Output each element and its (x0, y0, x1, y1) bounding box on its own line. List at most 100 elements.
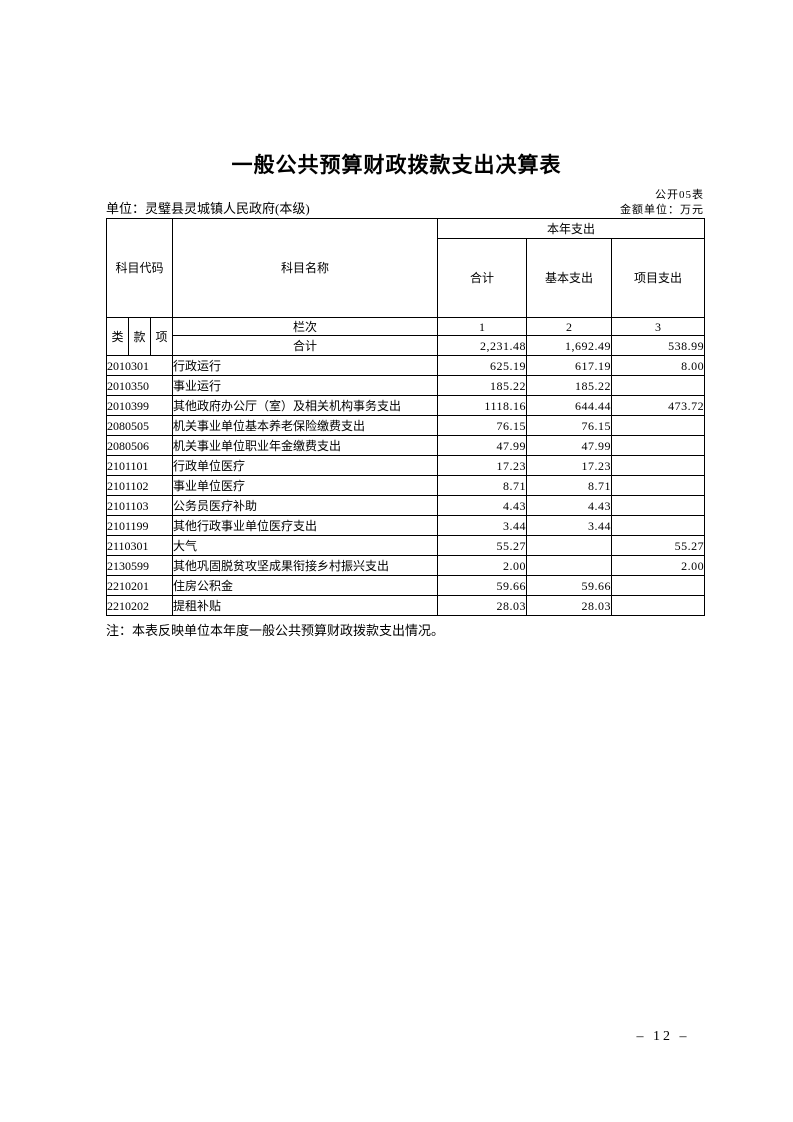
project-amount-cell (611, 435, 706, 456)
table-row: 2110301 大气 55.27 55.27 (105, 535, 706, 556)
subject-name-cell: 提租补贴 (172, 595, 439, 616)
basic-amount-cell: 617.19 (526, 355, 613, 376)
table-row: 2101199 其他行政事业单位医疗支出 3.44 3.44 (105, 515, 706, 536)
table-row: 2010399 其他政府办公厅（室）及相关机构事务支出 1118.16 644.… (105, 395, 706, 416)
budget-table: 科目代码 科目名称 本年支出 合计 基本支出 项目支出 类 款 项 栏次 1 2… (105, 218, 706, 616)
amount-unit-label: 金额单位：万元 (620, 204, 704, 216)
total-amount-cell: 47.99 (437, 435, 528, 456)
subject-name-cell: 大气 (172, 535, 439, 556)
table-row: 2101103 公务员医疗补助 4.43 4.43 (105, 495, 706, 516)
project-amount-cell (611, 475, 706, 496)
project-amount-cell (611, 595, 706, 616)
project-amount-cell (611, 415, 706, 436)
basic-amount-cell (526, 535, 613, 556)
basic-amount-cell: 59.66 (526, 575, 613, 596)
grand-total-row: 合计 2,231.48 1,692.49 538.99 (107, 335, 706, 356)
project-amount-cell: 55.27 (611, 535, 706, 556)
subject-name-cell: 事业单位医疗 (172, 475, 439, 496)
item-header: 项 (149, 317, 174, 356)
project-amount-cell (611, 575, 706, 596)
total-amount-cell: 17.23 (437, 455, 528, 476)
total-amount-cell: 3.44 (437, 515, 528, 536)
basic-amount-cell: 47.99 (526, 435, 613, 456)
total-amount-cell: 4.43 (437, 495, 528, 516)
subject-code-cell: 2101101 (105, 455, 174, 476)
project-amount-cell: 8.00 (611, 355, 706, 376)
basic-amount-cell: 76.15 (526, 415, 613, 436)
subject-name-cell: 行政单位医疗 (172, 455, 439, 476)
subject-name-cell: 住房公积金 (172, 575, 439, 596)
table-row: 2210202 提租补贴 28.03 28.03 (105, 595, 706, 616)
total-amount-cell: 28.03 (437, 595, 528, 616)
subject-code-header: 科目代码 (105, 218, 174, 318)
class-header: 类 (106, 317, 129, 356)
total-amount-cell: 55.27 (437, 535, 528, 556)
basic-amount-cell: 644.44 (526, 395, 613, 416)
subject-name-cell: 机关事业单位职业年金缴费支出 (172, 435, 439, 456)
table-row: 2080506 机关事业单位职业年金缴费支出 47.99 47.99 (105, 435, 706, 456)
grand-total-project-amount: 538.99 (611, 335, 706, 356)
grand-total-amount: 2,231.48 (437, 335, 528, 356)
subject-name-cell: 事业运行 (172, 375, 439, 396)
subject-code-cell: 2130599 (105, 555, 174, 576)
subject-name-cell: 行政运行 (172, 355, 439, 376)
table-row: 2101102 事业单位医疗 8.71 8.71 (105, 475, 706, 496)
project-amount-cell (611, 375, 706, 396)
total-amount-cell: 1118.16 (437, 395, 528, 416)
project-amount-cell: 473.72 (611, 395, 706, 416)
subject-code-cell: 2010301 (105, 355, 174, 376)
subject-code-cell: 2101102 (105, 475, 174, 496)
table-row: 2130599 其他巩固脱贫攻坚成果衔接乡村振兴支出 2.00 2.00 (105, 555, 706, 576)
total-amount-cell: 625.19 (437, 355, 528, 376)
header-row-sub: 合计 基本支出 项目支出 (107, 238, 706, 318)
subject-code-cell: 2210202 (105, 595, 174, 616)
meta-row: 单位：灵璧县灵城镇人民政府(本级) 金额单位：万元 (106, 198, 704, 217)
total-amount-cell: 2.00 (437, 555, 528, 576)
subject-code-cell: 2010399 (105, 395, 174, 416)
basic-amount-cell: 4.43 (526, 495, 613, 516)
total-amount-cell: 59.66 (437, 575, 528, 596)
column-index-label: 栏次 (172, 317, 439, 336)
basic-amount-cell: 185.22 (526, 375, 613, 396)
grand-total-label: 合计 (172, 335, 439, 356)
column-index-row: 类 款 项 栏次 1 2 3 (106, 317, 706, 356)
table-row: 2210201 住房公积金 59.66 59.66 (105, 575, 706, 596)
section-header: 款 (128, 317, 151, 356)
project-amount-cell (611, 495, 706, 516)
column-index-1: 1 (437, 317, 528, 336)
total-column-header: 合计 (437, 238, 528, 318)
project-amount-cell: 2.00 (611, 555, 706, 576)
subject-code-cell: 2101199 (105, 515, 174, 536)
subject-name-cell: 机关事业单位基本养老保险缴费支出 (172, 415, 439, 436)
project-amount-cell (611, 515, 706, 536)
basic-amount-cell: 17.23 (526, 455, 613, 476)
subject-code-cell: 2080505 (105, 415, 174, 436)
page-number: – 12 – (636, 1029, 690, 1044)
page-title: 一般公共预算财政拨款支出决算表 (231, 154, 562, 177)
table-note: 注：本表反映单位本年度一般公共预算财政拨款支出情况。 (106, 623, 445, 638)
table-row: 2010350 事业运行 185.22 185.22 (105, 375, 706, 396)
table-row: 2101101 行政单位医疗 17.23 17.23 (105, 455, 706, 476)
subject-code-cell: 2210201 (105, 575, 174, 596)
subject-code-cell: 2080506 (105, 435, 174, 456)
subject-code-cell: 2010350 (105, 375, 174, 396)
subject-name-header: 科目名称 (172, 218, 439, 318)
total-amount-cell: 8.71 (437, 475, 528, 496)
basic-expenditure-column-header: 基本支出 (526, 238, 613, 318)
subject-code-cell: 2110301 (105, 535, 174, 556)
subject-name-cell: 其他政府办公厅（室）及相关机构事务支出 (172, 395, 439, 416)
project-expenditure-column-header: 项目支出 (611, 238, 706, 318)
basic-amount-cell: 28.03 (526, 595, 613, 616)
doc-code: 公开05表 (655, 189, 704, 201)
subject-name-cell: 其他行政事业单位医疗支出 (172, 515, 439, 536)
basic-amount-cell (526, 555, 613, 576)
table-row: 2080505 机关事业单位基本养老保险缴费支出 76.15 76.15 (105, 415, 706, 436)
column-index-3: 3 (611, 317, 706, 336)
basic-amount-cell: 8.71 (526, 475, 613, 496)
subject-code-cell: 2101103 (105, 495, 174, 516)
subject-name-cell: 公务员医疗补助 (172, 495, 439, 516)
subject-name-cell: 其他巩固脱贫攻坚成果衔接乡村振兴支出 (172, 555, 439, 576)
header-row-top: 科目代码 科目名称 本年支出 (105, 218, 706, 318)
basic-amount-cell: 3.44 (526, 515, 613, 536)
